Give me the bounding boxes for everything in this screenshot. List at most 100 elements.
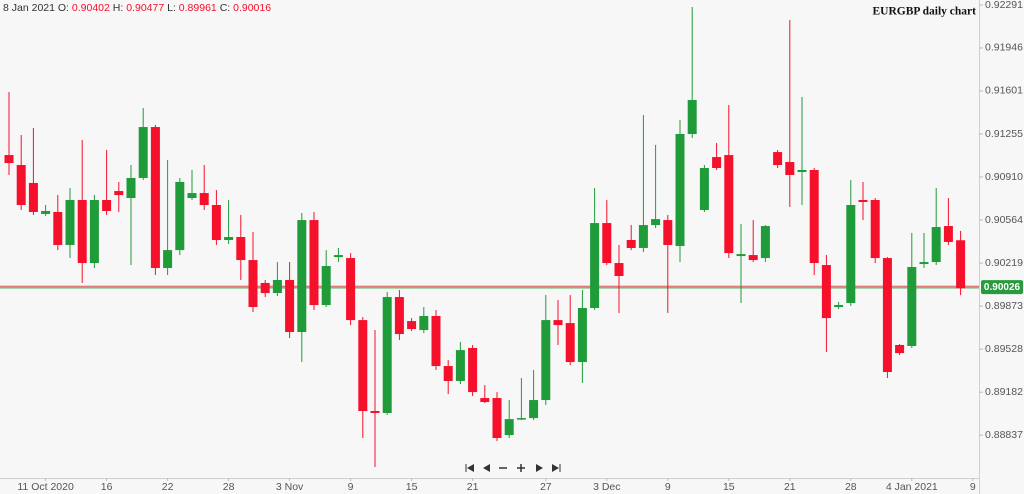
x-tick-label: 21 xyxy=(784,481,796,493)
ohlc-value: 0.90477 xyxy=(126,2,164,14)
chart-title: EURGBP daily chart xyxy=(872,6,976,18)
candle-body xyxy=(504,419,514,436)
candle-body xyxy=(102,200,112,211)
y-tick-label: 0.91946 xyxy=(985,42,1023,54)
candle-body xyxy=(443,366,453,381)
x-tick-label: 28 xyxy=(223,481,235,493)
candle-body xyxy=(687,100,697,135)
candle-body xyxy=(114,191,124,196)
nav-next[interactable] xyxy=(533,462,545,474)
candle-body xyxy=(199,193,209,205)
ohlc-label: L: xyxy=(167,2,176,14)
candle-body xyxy=(516,418,526,420)
candle-body xyxy=(382,297,392,413)
candle-body xyxy=(602,223,612,264)
candle-body xyxy=(333,255,343,258)
last-price-label: 0.90026 xyxy=(984,282,1021,293)
candle-body xyxy=(748,255,758,261)
candle-body xyxy=(4,155,14,164)
candle-body xyxy=(53,211,63,245)
candle-body xyxy=(614,263,624,276)
x-tick-label: 28 xyxy=(845,481,857,493)
x-tick-label: 4 Jan 2021 xyxy=(886,481,938,493)
candle-body xyxy=(260,282,270,294)
candle-body xyxy=(907,267,917,346)
candle-body xyxy=(77,200,87,264)
candle-body xyxy=(309,220,319,306)
candle-body xyxy=(28,182,38,212)
candle-body xyxy=(248,260,258,308)
candle-body xyxy=(882,258,892,373)
candle-body xyxy=(858,200,868,203)
candle-body xyxy=(126,177,136,199)
candle-body xyxy=(138,127,148,178)
plot-area xyxy=(0,0,979,478)
candle-body xyxy=(89,200,99,264)
candle-body xyxy=(736,254,746,257)
nav-prev[interactable] xyxy=(481,462,493,474)
y-tick-label: 0.90564 xyxy=(985,214,1023,226)
nav-first[interactable] xyxy=(464,462,476,474)
candle-body xyxy=(931,227,941,263)
candle-body xyxy=(626,239,636,248)
x-tick-label: 21 xyxy=(467,481,479,493)
ohlc-value: 0.89961 xyxy=(179,2,217,14)
y-tick-label: 0.90219 xyxy=(985,257,1023,269)
x-tick-label: 16 xyxy=(101,481,113,493)
candle-body xyxy=(724,155,734,254)
candle-body xyxy=(272,279,282,294)
candle-body xyxy=(651,219,661,226)
y-tick-label: 0.92291 xyxy=(985,0,1023,11)
y-tick-label: 0.89182 xyxy=(985,386,1023,398)
candle-body xyxy=(346,258,356,321)
y-tick-label: 0.88837 xyxy=(985,429,1023,441)
candle-body xyxy=(175,181,185,251)
candle-body xyxy=(590,223,600,308)
candle-body xyxy=(870,200,880,259)
candle-body xyxy=(919,262,929,265)
x-tick-label: 15 xyxy=(406,481,418,493)
y-tick-label: 0.90910 xyxy=(985,171,1023,183)
ohlc-header: 8 Jan 2021 O: 0.90402 H: 0.90477 L: 0.89… xyxy=(3,2,271,14)
candle-body xyxy=(663,220,673,245)
ohlc-text: 8 Jan 2021 O: 0.90402 H: 0.90477 L: 0.89… xyxy=(3,2,271,14)
candle-body xyxy=(431,315,441,367)
candle-body xyxy=(150,127,160,269)
candle-body xyxy=(895,344,905,354)
candle-body xyxy=(760,226,770,259)
y-tick-label: 0.91601 xyxy=(985,85,1023,97)
nav-zoom-in[interactable] xyxy=(515,462,527,474)
candle-body xyxy=(492,398,502,439)
candle-body xyxy=(163,250,173,269)
x-tick-label: 9 xyxy=(348,481,354,493)
candle-body xyxy=(638,225,648,248)
candle-body xyxy=(321,266,331,306)
x-tick-label: 3 Dec xyxy=(593,481,620,493)
candle-body xyxy=(699,168,709,210)
x-tick-label: 22 xyxy=(162,481,174,493)
candle-body xyxy=(956,240,966,289)
x-tick-label: 15 xyxy=(723,481,735,493)
candle-body xyxy=(541,320,551,401)
candle-body xyxy=(211,204,221,240)
header-date: 8 Jan 2021 xyxy=(3,2,55,14)
candle-body xyxy=(187,193,197,199)
nav-zoom-out[interactable] xyxy=(497,462,509,474)
candle-body xyxy=(773,152,783,166)
nav-last[interactable] xyxy=(550,462,562,474)
y-tick-label: 0.91255 xyxy=(985,128,1023,140)
candle-body xyxy=(394,297,404,335)
ohlc-label: O: xyxy=(58,2,69,14)
candle-body xyxy=(358,320,368,411)
navigation xyxy=(464,462,562,474)
candle-body xyxy=(834,305,844,308)
candle-body xyxy=(675,134,685,246)
candle-body xyxy=(16,165,26,205)
candle-body xyxy=(285,279,295,333)
candle-body xyxy=(529,400,539,419)
candle-body xyxy=(41,210,51,214)
candle-body xyxy=(712,157,722,169)
x-tick-label: 9 xyxy=(665,481,671,493)
